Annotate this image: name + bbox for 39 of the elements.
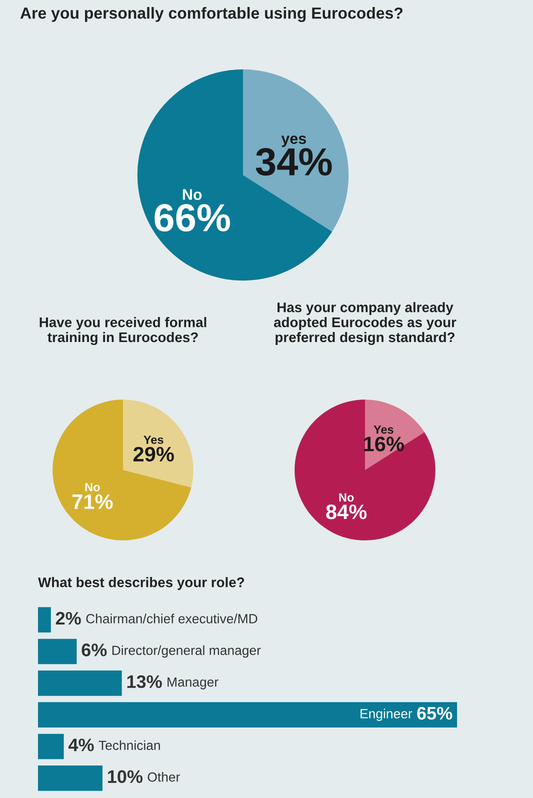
data-label: 65% (417, 706, 452, 720)
chart-title: What best describes your role? (38, 577, 244, 590)
data-label: 29% (133, 446, 174, 462)
pie-slice (52, 400, 192, 540)
data-label: 66% (154, 204, 230, 232)
chart-title: Are you personally comfortable using Eurocodes? (20, 7, 402, 22)
data-label: 2% (56, 612, 81, 625)
pie-slice (294, 400, 436, 540)
y-tick-label: Director/general manager (112, 645, 261, 658)
slice-label: Yes (374, 426, 394, 434)
slice-label: No (85, 483, 100, 492)
y-tick-label: Engineer (360, 708, 412, 721)
bar (38, 670, 122, 696)
y-tick-label: Chairman/chief executive/MD (86, 614, 258, 624)
bar (38, 734, 64, 760)
bar (38, 702, 458, 728)
slice-label: No (182, 189, 202, 200)
chart-title: Have you received formal training in Eurocodes? (40, 317, 206, 345)
data-label: 13% (127, 675, 162, 688)
pie-slice (243, 69, 349, 232)
data-label: 71% (72, 494, 113, 509)
data-label: 16% (364, 436, 404, 452)
data-label: 6% (82, 644, 107, 656)
data-label: 10% (108, 770, 143, 784)
bar (38, 766, 102, 791)
bar (38, 638, 77, 664)
pie-slice (137, 69, 332, 281)
data-label: 4% (68, 738, 94, 752)
data-label: 84% (326, 504, 367, 520)
y-tick-label: Technician (98, 740, 160, 750)
data-label: 34% (256, 148, 332, 176)
y-tick-label: Manager (168, 678, 218, 690)
bar (38, 607, 51, 632)
y-tick-label: Other (148, 772, 180, 782)
pie-slice (123, 400, 194, 488)
slice-label: yes (281, 136, 306, 148)
slice-label: Yes (144, 436, 164, 444)
chart-title: Has your company already adopted Eurocodes as your preferred design standard? (274, 302, 456, 345)
slice-label: No (339, 493, 354, 502)
